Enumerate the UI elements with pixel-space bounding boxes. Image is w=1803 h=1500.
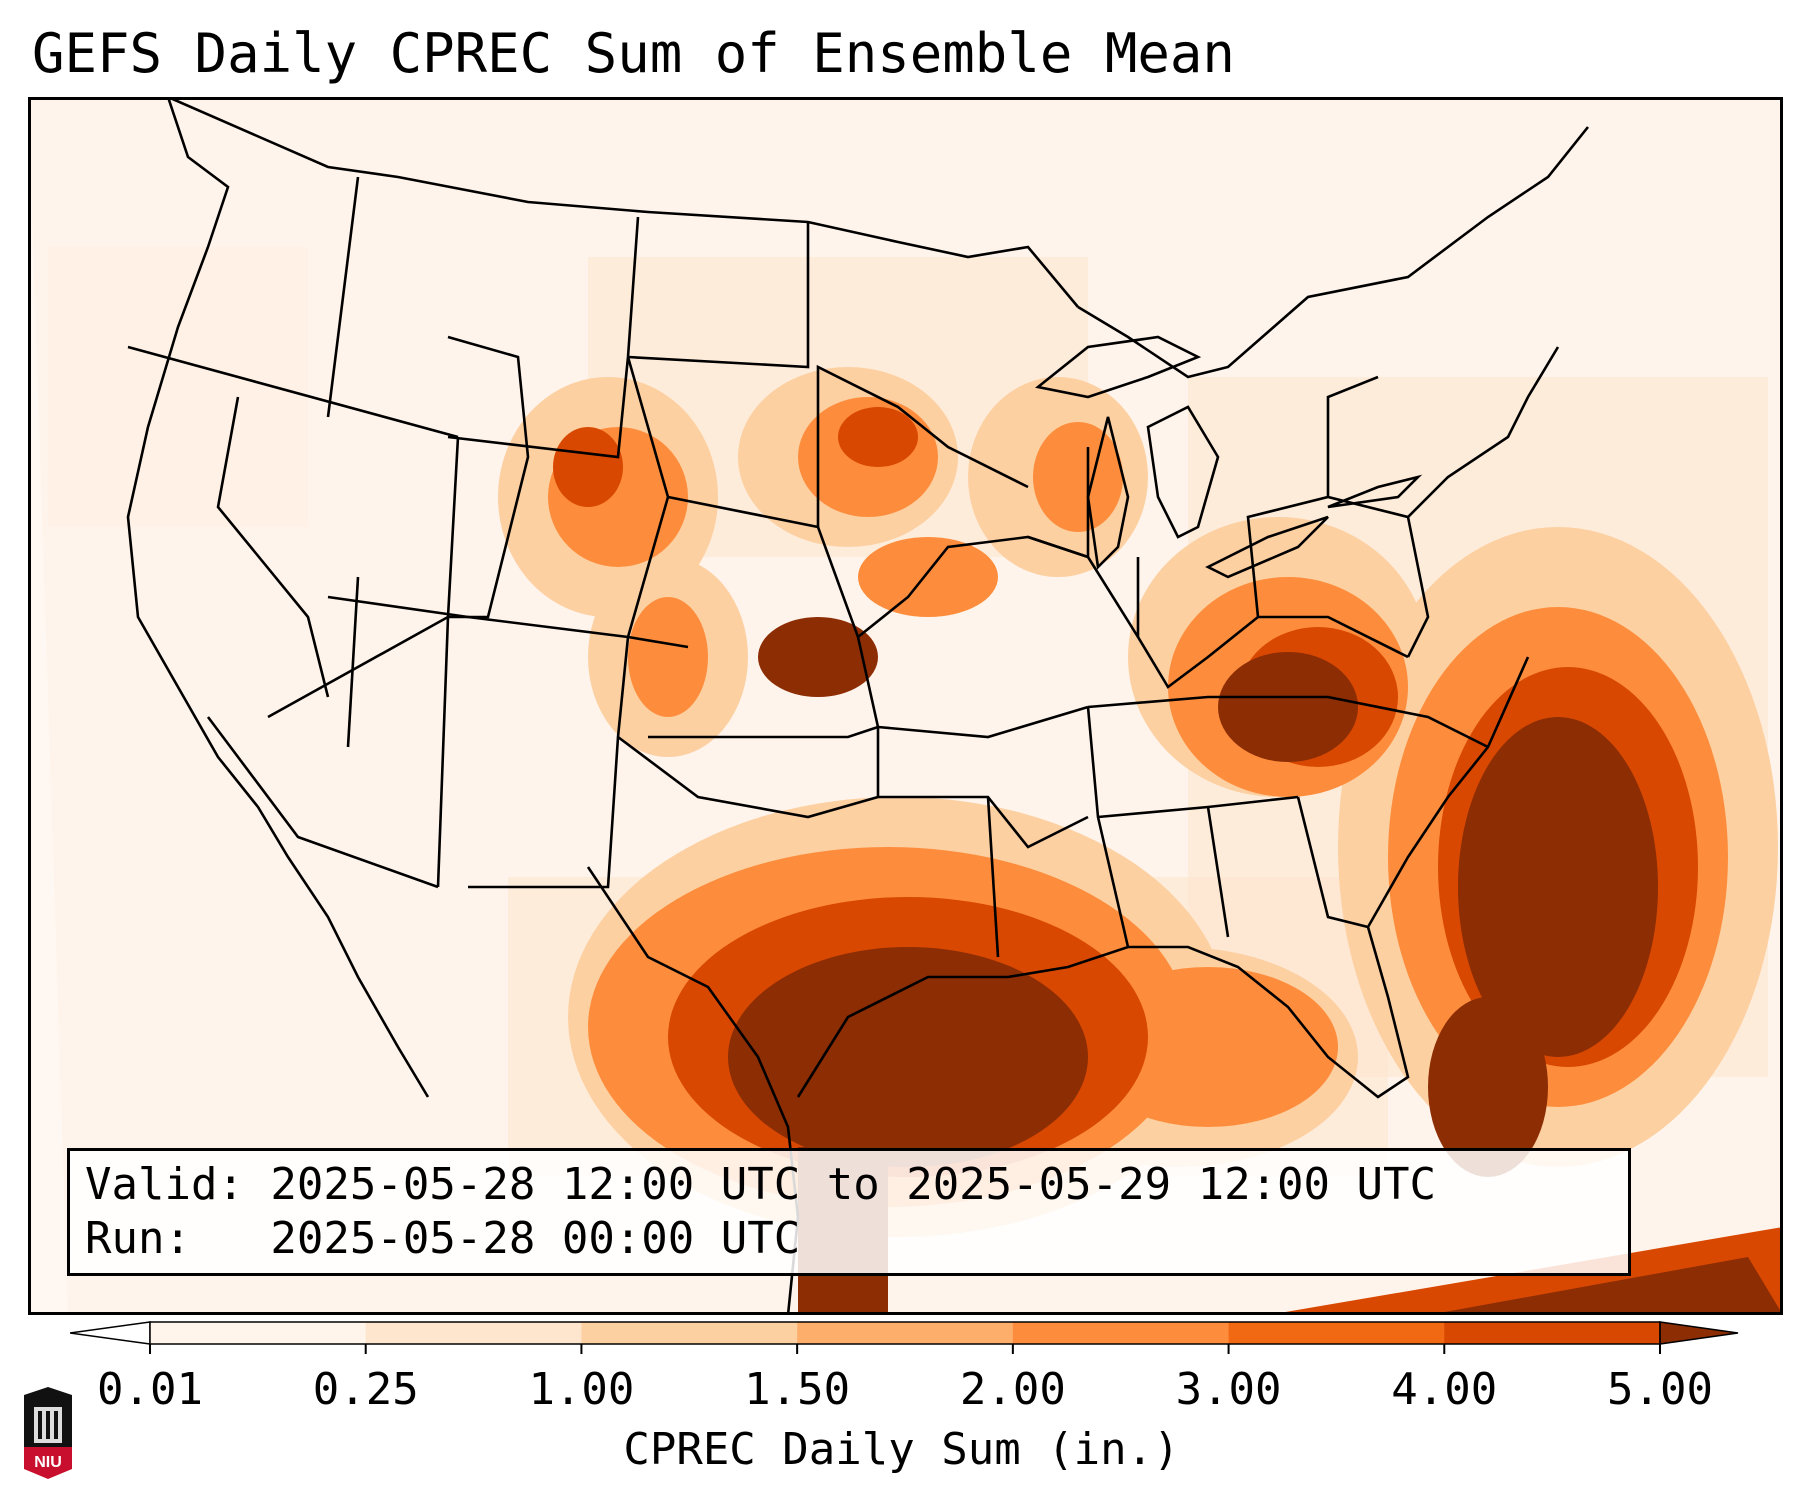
colorbar-tick-label: 2.00 — [959, 1364, 1066, 1415]
colorbar-extend-low — [69, 1321, 151, 1345]
colorbar-segment — [1012, 1322, 1230, 1344]
colorbar-tick-label: 0.25 — [312, 1364, 419, 1415]
map-title: GEFS Daily CPREC Sum of Ensemble Mean — [32, 22, 1235, 85]
colorbar-segment — [581, 1322, 798, 1344]
colorbar-tick-label: 0.01 — [97, 1364, 203, 1415]
colorbar-tick-label: 5.00 — [1607, 1364, 1713, 1415]
colorbar-segment — [797, 1322, 1014, 1344]
colorbar-segment — [150, 1322, 367, 1344]
colorbar — [69, 1312, 1740, 1362]
colorbar-segment — [1228, 1322, 1445, 1344]
colorbar-segment — [365, 1322, 582, 1344]
colorbar-tick-label: 3.00 — [1175, 1364, 1282, 1415]
colorbar-tick-label: 4.00 — [1391, 1364, 1498, 1415]
colorbar-segment — [1444, 1322, 1661, 1344]
colorbar-outline — [149, 1321, 1661, 1345]
valid-run-info-box: Valid: 2025-05-28 12:00 UTC to 2025-05-2… — [67, 1148, 1631, 1276]
run-time-text: Run: 2025-05-28 00:00 UTC — [85, 1213, 801, 1264]
niu-logo: NIU — [20, 1385, 76, 1485]
colorbar-tick-label: 1.50 — [744, 1364, 851, 1415]
precip-fields — [48, 247, 1783, 1315]
state-boundaries — [126, 97, 1590, 1315]
niu-logo-text: NIU — [34, 1454, 62, 1471]
colorbar-extend-high — [1659, 1321, 1739, 1345]
colorbar-tick-label: 1.00 — [528, 1364, 635, 1415]
colorbar-label: CPREC Daily Sum (in.) — [623, 1424, 1180, 1475]
precipitation-map — [28, 97, 1783, 1315]
valid-time-text: Valid: 2025-05-28 12:00 UTC to 2025-05-2… — [85, 1159, 1437, 1210]
